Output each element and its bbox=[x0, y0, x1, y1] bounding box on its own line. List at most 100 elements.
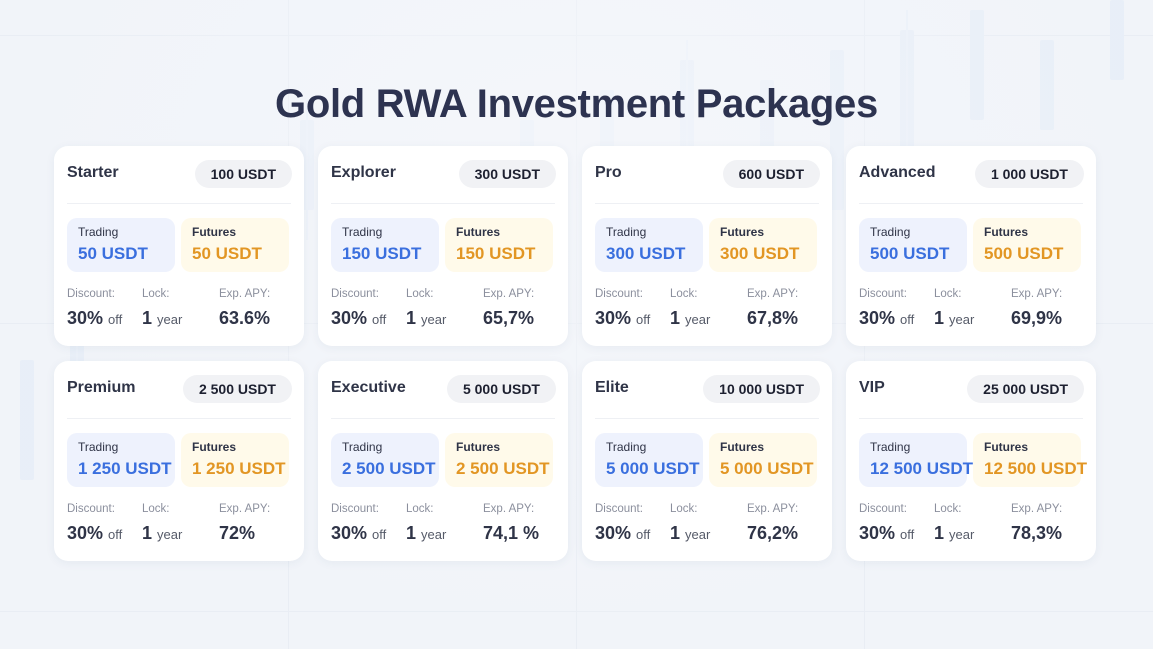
futures-amount: 2 500 USDT bbox=[456, 459, 550, 478]
divider bbox=[67, 418, 291, 419]
package-price-badge: 10 000 USDT bbox=[703, 375, 820, 403]
futures-allocation: Futures 500 USDT bbox=[973, 218, 1081, 272]
package-card[interactable]: VIP 25 000 USDT Trading 12 500 USDT Futu… bbox=[846, 361, 1096, 561]
package-price-badge: 600 USDT bbox=[722, 160, 820, 188]
package-card[interactable]: Pro 600 USDT Trading 300 USDT Futures 30… bbox=[582, 146, 832, 346]
futures-label: Futures bbox=[192, 225, 237, 239]
futures-label: Futures bbox=[720, 225, 765, 239]
package-price-badge: 1 000 USDT bbox=[974, 160, 1084, 188]
package-price-badge: 25 000 USDT bbox=[967, 375, 1084, 403]
trading-amount: 50 USDT bbox=[78, 244, 148, 263]
package-card[interactable]: Premium 2 500 USDT Trading 1 250 USDT Fu… bbox=[54, 361, 304, 561]
apy-label: Exp. APY: bbox=[219, 503, 271, 515]
package-card[interactable]: Explorer 300 USDT Trading 150 USDT Futur… bbox=[318, 146, 568, 346]
discount-value: 30% off bbox=[859, 523, 915, 543]
futures-label: Futures bbox=[984, 225, 1029, 239]
discount-label: Discount: bbox=[67, 288, 115, 300]
apy-label: Exp. APY: bbox=[1011, 288, 1063, 300]
trading-allocation: Trading 2 500 USDT bbox=[331, 433, 439, 487]
trading-allocation: Trading 500 USDT bbox=[859, 218, 967, 272]
trading-allocation: Trading 1 250 USDT bbox=[67, 433, 175, 487]
trading-label: Trading bbox=[870, 225, 911, 239]
discount-label: Discount: bbox=[331, 288, 379, 300]
trading-amount: 500 USDT bbox=[870, 244, 950, 263]
lock-label: Lock: bbox=[406, 288, 434, 300]
lock-value: 1 year bbox=[406, 308, 447, 328]
discount-label: Discount: bbox=[595, 503, 643, 515]
trading-allocation: Trading 300 USDT bbox=[595, 218, 703, 272]
trading-label: Trading bbox=[78, 225, 119, 239]
apy-value: 63.6% bbox=[219, 308, 271, 328]
apy-value: 65,7% bbox=[483, 308, 535, 328]
trading-label: Trading bbox=[78, 440, 119, 454]
futures-amount: 12 500 USDT bbox=[984, 459, 1087, 478]
futures-allocation: Futures 1 250 USDT bbox=[181, 433, 289, 487]
lock-label: Lock: bbox=[670, 503, 698, 515]
apy-label: Exp. APY: bbox=[219, 288, 271, 300]
trading-amount: 12 500 USDT bbox=[870, 459, 973, 478]
trading-amount: 1 250 USDT bbox=[78, 459, 172, 478]
discount-label: Discount: bbox=[859, 288, 907, 300]
package-card[interactable]: Executive 5 000 USDT Trading 2 500 USDT … bbox=[318, 361, 568, 561]
futures-allocation: Futures 2 500 USDT bbox=[445, 433, 553, 487]
discount-label: Discount: bbox=[331, 503, 379, 515]
lock-value: 1 year bbox=[934, 523, 975, 543]
trading-amount: 150 USDT bbox=[342, 244, 422, 263]
futures-allocation: Futures 50 USDT bbox=[181, 218, 289, 272]
trading-label: Trading bbox=[342, 225, 383, 239]
futures-label: Futures bbox=[984, 440, 1029, 454]
apy-value: 72% bbox=[219, 523, 256, 543]
apy-label: Exp. APY: bbox=[483, 288, 535, 300]
divider bbox=[331, 203, 555, 204]
futures-amount: 500 USDT bbox=[984, 244, 1064, 263]
package-card[interactable]: Elite 10 000 USDT Trading 5 000 USDT Fut… bbox=[582, 361, 832, 561]
discount-value: 30% off bbox=[595, 308, 651, 328]
apy-label: Exp. APY: bbox=[747, 503, 799, 515]
package-price-badge: 300 USDT bbox=[458, 160, 556, 188]
discount-value: 30% off bbox=[331, 523, 387, 543]
divider bbox=[595, 203, 819, 204]
trading-allocation: Trading 150 USDT bbox=[331, 218, 439, 272]
futures-label: Futures bbox=[720, 440, 765, 454]
discount-value: 30% off bbox=[595, 523, 651, 543]
futures-amount: 50 USDT bbox=[192, 244, 262, 263]
package-card[interactable]: Starter 100 USDT Trading 50 USDT Futures… bbox=[54, 146, 304, 346]
trading-label: Trading bbox=[606, 440, 647, 454]
divider bbox=[67, 203, 291, 204]
trading-allocation: Trading 50 USDT bbox=[67, 218, 175, 272]
package-name: Explorer bbox=[331, 164, 396, 181]
apy-value: 67,8% bbox=[747, 308, 799, 328]
lock-label: Lock: bbox=[142, 503, 170, 515]
lock-value: 1 year bbox=[406, 523, 447, 543]
trading-amount: 5 000 USDT bbox=[606, 459, 700, 478]
trading-allocation: Trading 5 000 USDT bbox=[595, 433, 703, 487]
lock-label: Lock: bbox=[934, 288, 962, 300]
apy-label: Exp. APY: bbox=[1011, 503, 1063, 515]
lock-value: 1 year bbox=[142, 523, 183, 543]
package-name: Premium bbox=[67, 379, 136, 396]
futures-amount: 1 250 USDT bbox=[192, 459, 286, 478]
apy-value: 69,9% bbox=[1011, 308, 1063, 328]
divider bbox=[859, 418, 1083, 419]
divider bbox=[859, 203, 1083, 204]
apy-value: 78,3% bbox=[1011, 523, 1063, 543]
trading-allocation: Trading 12 500 USDT bbox=[859, 433, 973, 487]
discount-label: Discount: bbox=[595, 288, 643, 300]
lock-label: Lock: bbox=[406, 503, 434, 515]
lock-label: Lock: bbox=[670, 288, 698, 300]
package-name: Pro bbox=[595, 164, 622, 181]
trading-amount: 300 USDT bbox=[606, 244, 686, 263]
futures-allocation: Futures 300 USDT bbox=[709, 218, 817, 272]
futures-amount: 5 000 USDT bbox=[720, 459, 814, 478]
futures-allocation: Futures 5 000 USDT bbox=[709, 433, 817, 487]
futures-amount: 300 USDT bbox=[720, 244, 800, 263]
futures-amount: 150 USDT bbox=[456, 244, 536, 263]
apy-value: 76,2% bbox=[747, 523, 799, 543]
discount-value: 30% off bbox=[859, 308, 915, 328]
lock-value: 1 year bbox=[670, 523, 711, 543]
package-price-badge: 100 USDT bbox=[194, 160, 292, 188]
lock-value: 1 year bbox=[670, 308, 711, 328]
lock-label: Lock: bbox=[934, 503, 962, 515]
trading-amount: 2 500 USDT bbox=[342, 459, 436, 478]
package-card[interactable]: Advanced 1 000 USDT Trading 500 USDT Fut… bbox=[846, 146, 1096, 346]
